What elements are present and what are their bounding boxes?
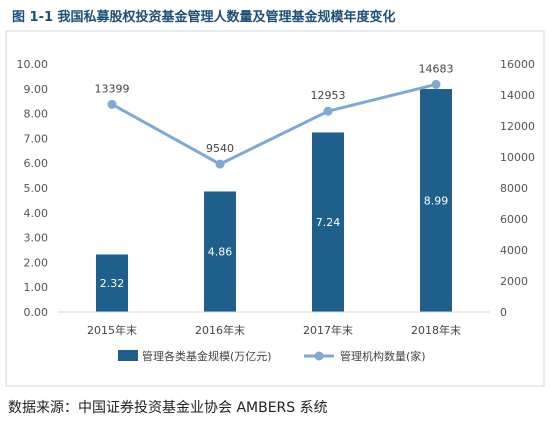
left-tick-label: 4.00 — [24, 207, 49, 220]
chart-frame — [5, 30, 545, 387]
bar — [420, 89, 452, 312]
right-tick-label: 8000 — [500, 182, 528, 195]
line-series: 13399 9540 12953 14683 — [95, 62, 454, 169]
right-tick-label: 6000 — [500, 213, 528, 226]
left-tick-label: 1.00 — [24, 281, 49, 294]
chart-title: 图 1-1 我国私募股权投资基金管理人数量及管理基金规模年度变化 — [12, 10, 396, 25]
bar-data-label: 2.32 — [100, 277, 125, 290]
legend-bar-label: 管理各类基金规模(万亿元) — [142, 349, 272, 363]
left-tick-label: 6.00 — [24, 157, 49, 170]
right-tick-label: 10000 — [500, 151, 535, 164]
bar-data-label: 8.99 — [424, 195, 449, 208]
category-label: 2015年末 — [87, 323, 137, 337]
right-tick-label: 12000 — [500, 120, 535, 133]
left-tick-label: 9.00 — [24, 83, 49, 96]
bar-series: 2.32 4.86 7.24 8.99 — [96, 89, 452, 312]
legend: 管理各类基金规模(万亿元) 管理机构数量(家) — [118, 349, 426, 363]
bar — [96, 254, 128, 312]
right-tick-label: 0 — [500, 306, 507, 319]
bar — [204, 191, 236, 312]
source-note: 数据来源：中国证券投资基金业协会 AMBERS 系统 — [8, 400, 328, 416]
left-tick-label: 10.00 — [17, 58, 49, 71]
bar-data-label: 7.24 — [316, 216, 341, 229]
line-data-label: 13399 — [95, 82, 130, 95]
legend-line-marker — [314, 351, 324, 361]
category-label: 2017年末 — [303, 323, 353, 337]
line-path — [111, 82, 437, 166]
line-point — [215, 159, 225, 169]
line-point — [431, 79, 441, 89]
bar — [312, 132, 344, 312]
x-axis: 2015年末 2016年末 2017年末 2018年末 — [58, 311, 490, 337]
legend-bar-swatch — [118, 350, 138, 361]
left-tick-label: 2.00 — [24, 256, 49, 269]
right-axis: 0 2000 4000 6000 8000 10000 12000 14000 16000 — [500, 58, 535, 319]
line-point — [323, 106, 333, 116]
right-tick-label: 4000 — [500, 244, 528, 257]
bar-data-label: 4.86 — [208, 246, 233, 259]
line-point — [107, 99, 117, 109]
line-data-label: 14683 — [419, 62, 454, 75]
category-label: 2016年末 — [195, 323, 245, 337]
category-label: 2018年末 — [411, 323, 461, 337]
right-tick-label: 2000 — [500, 275, 528, 288]
right-tick-label: 16000 — [500, 58, 535, 71]
left-tick-label: 8.00 — [24, 108, 49, 121]
legend-line-label: 管理机构数量(家) — [340, 349, 426, 363]
left-tick-label: 3.00 — [24, 232, 49, 245]
left-tick-label: 5.00 — [24, 182, 49, 195]
left-tick-label: 0.00 — [24, 306, 49, 319]
right-tick-label: 14000 — [500, 89, 535, 102]
line-data-label: 9540 — [206, 142, 234, 155]
line-data-label: 12953 — [311, 89, 346, 102]
left-tick-label: 7.00 — [24, 132, 49, 145]
left-axis: 0.00 1.00 2.00 3.00 4.00 5.00 6.00 7.00 8.00 9.00… — [17, 58, 49, 319]
